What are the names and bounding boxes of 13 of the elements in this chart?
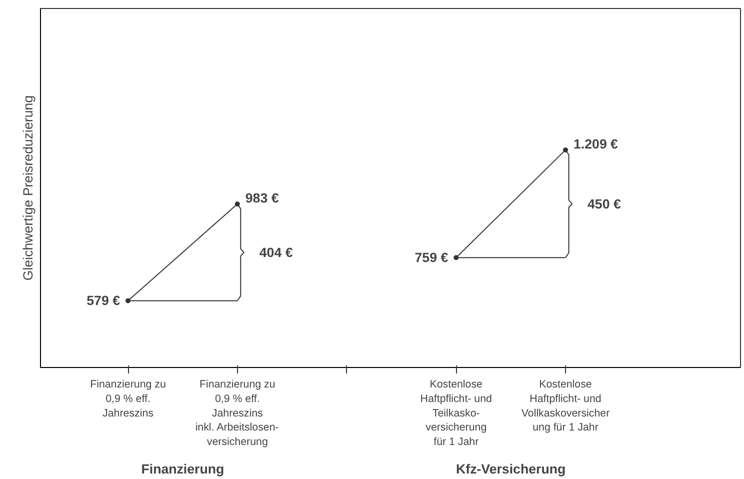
data-label: 983 €: [245, 190, 280, 206]
x-tick-label: Kostenlose Haftpflicht- und Vollkaskoversicher ung für 1 Jahr: [521, 378, 610, 434]
x-tick-label: Finanzierung zu 0,9 % eff. Jahreszins: [90, 378, 166, 420]
data-label: 1.209 €: [574, 136, 619, 152]
annotation: 404 €: [259, 244, 294, 260]
x-tick-label: Kostenlose Haftpflicht- und Teilkasko- versicherung für 1 Jahr: [420, 378, 492, 448]
data-label: 759 €: [414, 250, 449, 266]
y-axis-title: Gleichwertige Preisreduzierung: [20, 95, 36, 281]
x-tick-label: Finanzierung zu 0,9 % eff. Jahreszins inkl. Arbeitslosen- versicherung: [195, 378, 280, 448]
data-label: 579 €: [86, 293, 121, 308]
text: Kfz-Versicherung: [456, 462, 566, 476]
annotation: 450 €: [588, 196, 622, 212]
text: Finanzierung: [141, 462, 224, 476]
